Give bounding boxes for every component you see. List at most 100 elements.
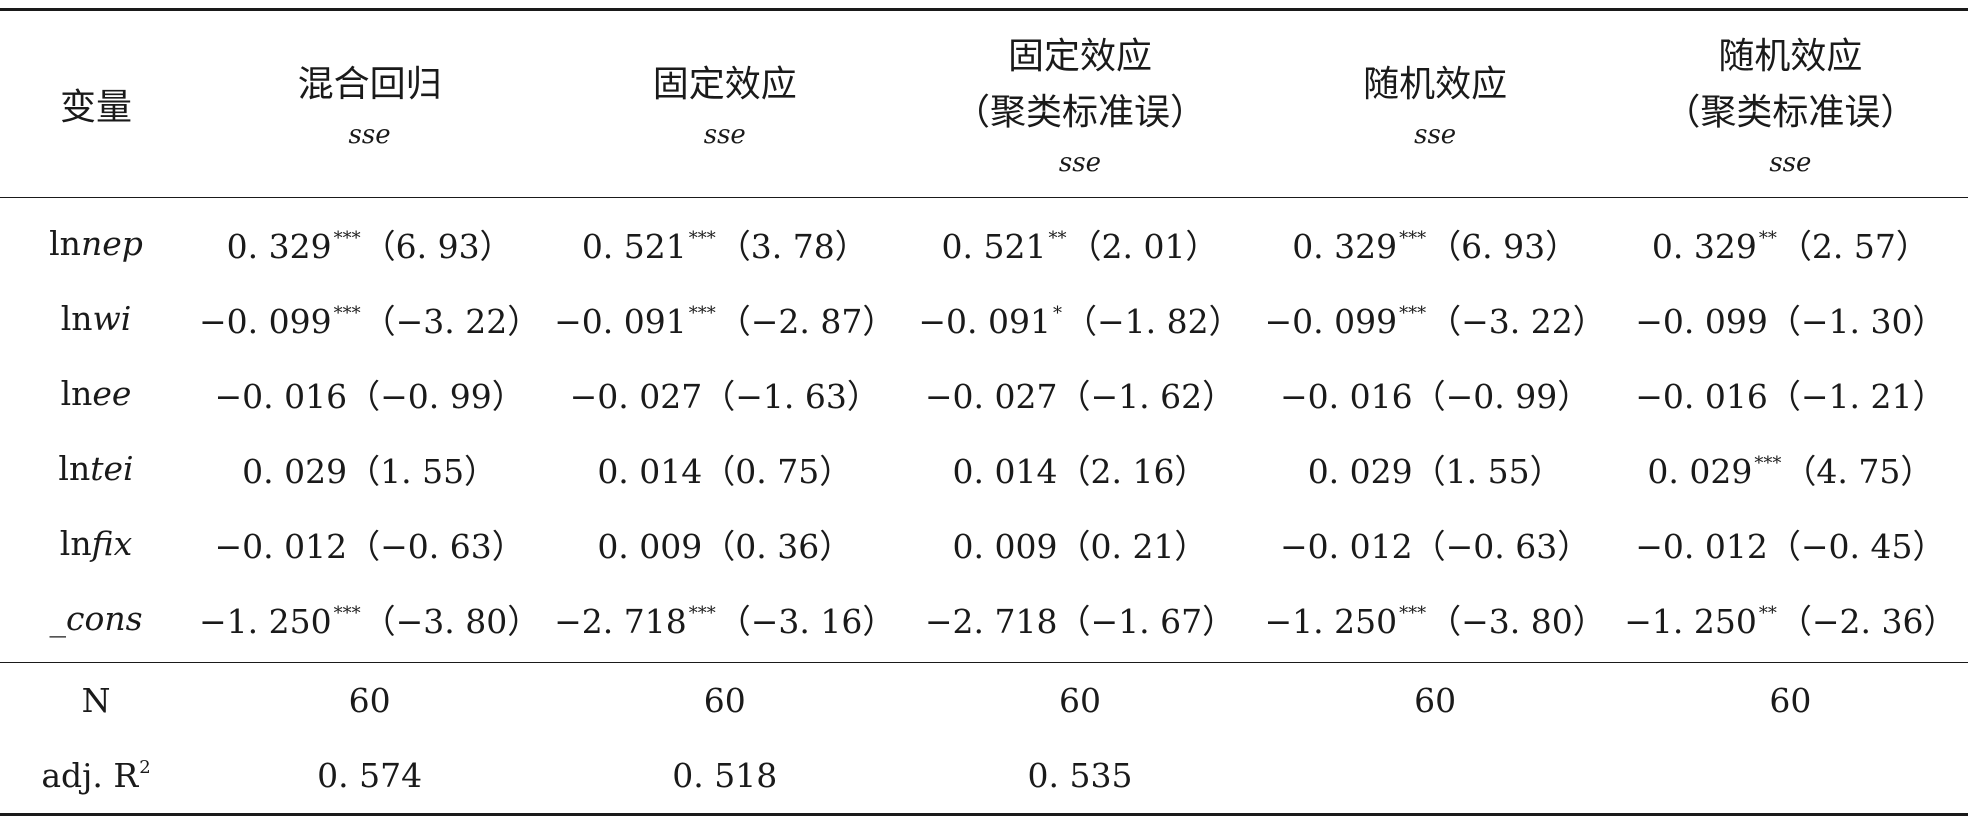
coefficient: −0. 012 [1280,526,1413,566]
estimate-cell: 0. 329 ***（6. 93） [1258,198,1613,282]
t-statistic: （−2. 87） [717,301,896,341]
t-statistic: （−0. 63） [347,526,525,566]
estimate-cell: −1. 250 **（−2. 36） [1612,581,1968,663]
estimate-cell: −0. 091 ***（−2. 87） [547,281,902,356]
variable-prefix: ln [58,449,91,488]
estimate-cell: −1. 250 ***（−3. 80） [1257,581,1613,663]
variable-column-header: 变量 [0,8,192,198]
variable-name: tei [90,449,134,488]
coefficient: −0. 091 [918,301,1051,341]
estimate-cell: −1. 250 ***（−3. 80） [192,581,548,663]
column-header-pooled: 混合回归 sse [192,8,548,198]
estimate-cell: −2. 718（−1. 67） [902,581,1258,663]
t-statistic: （0. 36） [702,526,853,566]
coefficient: −2. 718 [554,601,687,641]
estimate-cell: −0. 099（−1. 30） [1613,281,1968,356]
significance-stars: ** [1758,227,1777,249]
t-statistic: （1. 55） [1412,451,1563,491]
column-subtitle: （聚类标准误） [953,92,1206,133]
coefficient: −0. 027 [569,376,703,416]
t-statistic: （−1. 21） [1767,376,1946,416]
estimate-cell: 0. 329 **（2. 57） [1613,198,1968,282]
variable-name: wi [92,299,132,338]
r2-exponent: 2 [139,757,151,778]
variable-name: nep [80,224,143,263]
estimate-cell: 0. 329 ***（6. 93） [192,198,547,282]
column-header-random: 随机效应 sse [1257,8,1613,198]
coefficient: −0. 027 [924,376,1058,416]
estimate-cell: 0. 029 ***（4. 75） [1613,431,1968,506]
t-statistic: （−1. 67） [1057,601,1236,641]
r2-row: adj. R2 0. 574 0. 518 0. 535 [0,738,1968,816]
t-statistic: （−0. 45） [1767,526,1946,566]
column-title: 随机效应 [1363,64,1508,105]
estimate-cell: −0. 016（−0. 99） [1258,356,1613,431]
r2-value: 0. 574 [192,738,548,816]
significance-stars: *** [1399,302,1427,324]
variable-name-cell: lnee [0,356,192,431]
table-row: lntei 0. 029（1. 55） 0. 014（0. 75） 0. 014（2.… [0,431,1968,506]
coefficient: 0. 029 [1647,451,1753,491]
t-statistic: （−1. 82） [1063,301,1242,341]
t-statistic: （6. 93） [1428,226,1579,266]
n-value: 60 [703,681,746,720]
coefficient: −0. 016 [1635,376,1768,416]
t-statistic: （−0. 99） [347,376,525,416]
coefficient: −1. 250 [1264,601,1398,641]
header-row: 变量 混合回归 sse 固定效应 sse 固定效应 （聚类标准误） sse [0,8,1968,198]
variable-name-cell: lntei [0,431,192,506]
t-statistic: （−0. 99） [1412,376,1591,416]
n-value: 60 [1058,681,1101,720]
t-statistic: （−1. 62） [1057,376,1236,416]
n-value: 60 [1769,681,1812,720]
n-value: 60 [1414,681,1457,720]
significance-stars: *** [1399,602,1427,624]
regression-table: 变量 混合回归 sse 固定效应 sse 固定效应 （聚类标准误） sse [0,8,1968,816]
column-se-label: sse [1414,120,1457,150]
column-se-label: sse [703,120,746,150]
column-title: 混合回归 [297,64,442,105]
n-value: 60 [348,681,391,720]
t-statistic: （0. 75） [702,451,853,491]
column-se-label: sse [348,120,391,150]
r2-label-cell: adj. R2 [0,738,192,816]
estimate-cell: 0. 009（0. 36） [547,506,902,581]
coefficient: 0. 029 [1307,451,1413,491]
column-se-label: sse [1058,148,1101,178]
variable-prefix: ln [59,524,92,563]
t-statistic: （−3. 22） [362,301,541,341]
significance-stars: *** [1399,227,1427,249]
r2-value [1612,738,1968,816]
column-se-label: sse [1769,148,1812,178]
table-row: _cons −1. 250 ***（−3. 80） −2. 718 ***（−3. 16… [0,581,1968,663]
variable-name-cell: lnfix [0,506,192,581]
t-statistic: （−3. 80） [362,601,541,641]
t-statistic: （−0. 63） [1412,526,1591,566]
estimate-cell: 0. 521 ***（3. 78） [547,198,902,282]
column-title: 固定效应 [1007,36,1152,77]
coefficient: 0. 329 [1651,226,1757,266]
column-subtitle: （聚类标准误） [1664,92,1917,133]
coefficient: −0. 099 [1635,301,1768,341]
r2-value: 0. 518 [547,738,903,816]
coefficient: −1. 250 [198,601,332,641]
estimate-cell: 0. 029（1. 55） [192,431,547,506]
estimate-cell: 0. 014（0. 75） [547,431,902,506]
column-header-fixed: 固定效应 sse [547,8,903,198]
variable-prefix: ln [49,224,81,263]
estimate-cell: −0. 016（−0. 99） [192,356,547,431]
estimate-cell: −0. 027（−1. 63） [547,356,902,431]
estimate-cell: −0. 016（−1. 21） [1613,356,1968,431]
coefficient: −0. 099 [1264,301,1398,341]
estimate-cell: 0. 014（2. 16） [902,431,1257,506]
table-row: lnfix −0. 012（−0. 63） 0. 009（0. 36） 0. 009（… [0,506,1968,581]
significance-stars: ** [1048,227,1067,249]
variable-name: fix [91,524,133,563]
variable-name-cell: lnwi [0,281,192,356]
coefficient: −0. 012 [1635,526,1768,566]
t-statistic: （−3. 16） [717,601,896,641]
significance-stars: ** [1758,602,1777,624]
t-statistic: （2. 57） [1778,226,1929,266]
significance-stars: *** [688,227,716,249]
